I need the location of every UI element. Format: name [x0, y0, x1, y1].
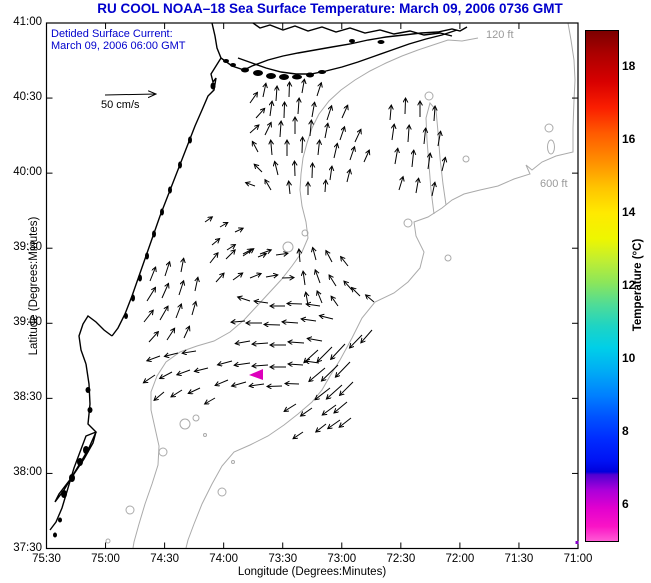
colorbar-tick-label: 8 — [622, 423, 629, 438]
x-tick-label: 72:00 — [445, 553, 475, 565]
y-tick-label: 38:30 — [13, 391, 42, 404]
overlay-annotation-line2: March 09, 2006 06:00 GMT — [51, 40, 186, 52]
contour-hudson-canyon — [425, 101, 447, 215]
colorbar-tick-label: 6 — [622, 496, 629, 511]
y-tick-label: 37:30 — [13, 541, 42, 554]
y-tick-label: 39:30 — [13, 241, 42, 254]
x-tick-label: 74:00 — [209, 553, 239, 565]
x-tick-label: 72:30 — [386, 553, 416, 565]
x-tick-label: 73:30 — [268, 553, 298, 565]
colorbar-tick-label: 16 — [622, 132, 636, 147]
coast-marsh-blobs — [53, 39, 385, 538]
x-tick-label: 75:00 — [91, 553, 120, 565]
scale-arrow — [104, 94, 156, 95]
current-vector-field — [143, 79, 445, 438]
y-tick-label: 38:00 — [13, 466, 42, 479]
bathymetry-contours — [105, 22, 576, 549]
x-axis-label: Longitude (Degrees:Minutes) — [237, 566, 387, 578]
x-tick-label: 71:00 — [563, 553, 593, 565]
x-tick-label: 75:30 — [32, 553, 61, 565]
contour-label-600ft: 600 ft — [540, 178, 568, 190]
y-tick-label: 39:00 — [13, 316, 42, 329]
x-tick-label: 71:30 — [504, 553, 534, 565]
scale-arrow-label: 50 cm/s — [101, 99, 140, 111]
contour-label-120ft: 120 ft — [486, 29, 514, 41]
x-tick-label: 74:30 — [150, 553, 179, 565]
x-tick-label: 73:00 — [327, 553, 357, 565]
overlay-annotation-line1: Detided Surface Current: — [51, 28, 173, 40]
y-tick-label: 40:00 — [13, 166, 42, 179]
contour-120ft — [132, 37, 479, 549]
colorbar-tick-label: 18 — [622, 59, 636, 74]
colorbar — [585, 30, 619, 542]
figure-title: RU COOL NOAA–18 Sea Surface Temperature:… — [97, 1, 563, 16]
flagged-vector — [249, 369, 263, 380]
colorbar-tick-label: 14 — [622, 205, 636, 220]
colorbar-tick-label: 10 — [622, 350, 636, 365]
y-axis-label: Latitude (Degrees:Minutes) — [28, 216, 40, 356]
y-tick-label: 40:30 — [13, 91, 42, 104]
colorbar-tick-label: 12 — [622, 278, 636, 292]
contour-600ft — [185, 22, 576, 549]
y-tick-label: 41:00 — [13, 16, 42, 28]
corner-artifact — [575, 541, 579, 544]
plot-border — [45, 22, 579, 550]
